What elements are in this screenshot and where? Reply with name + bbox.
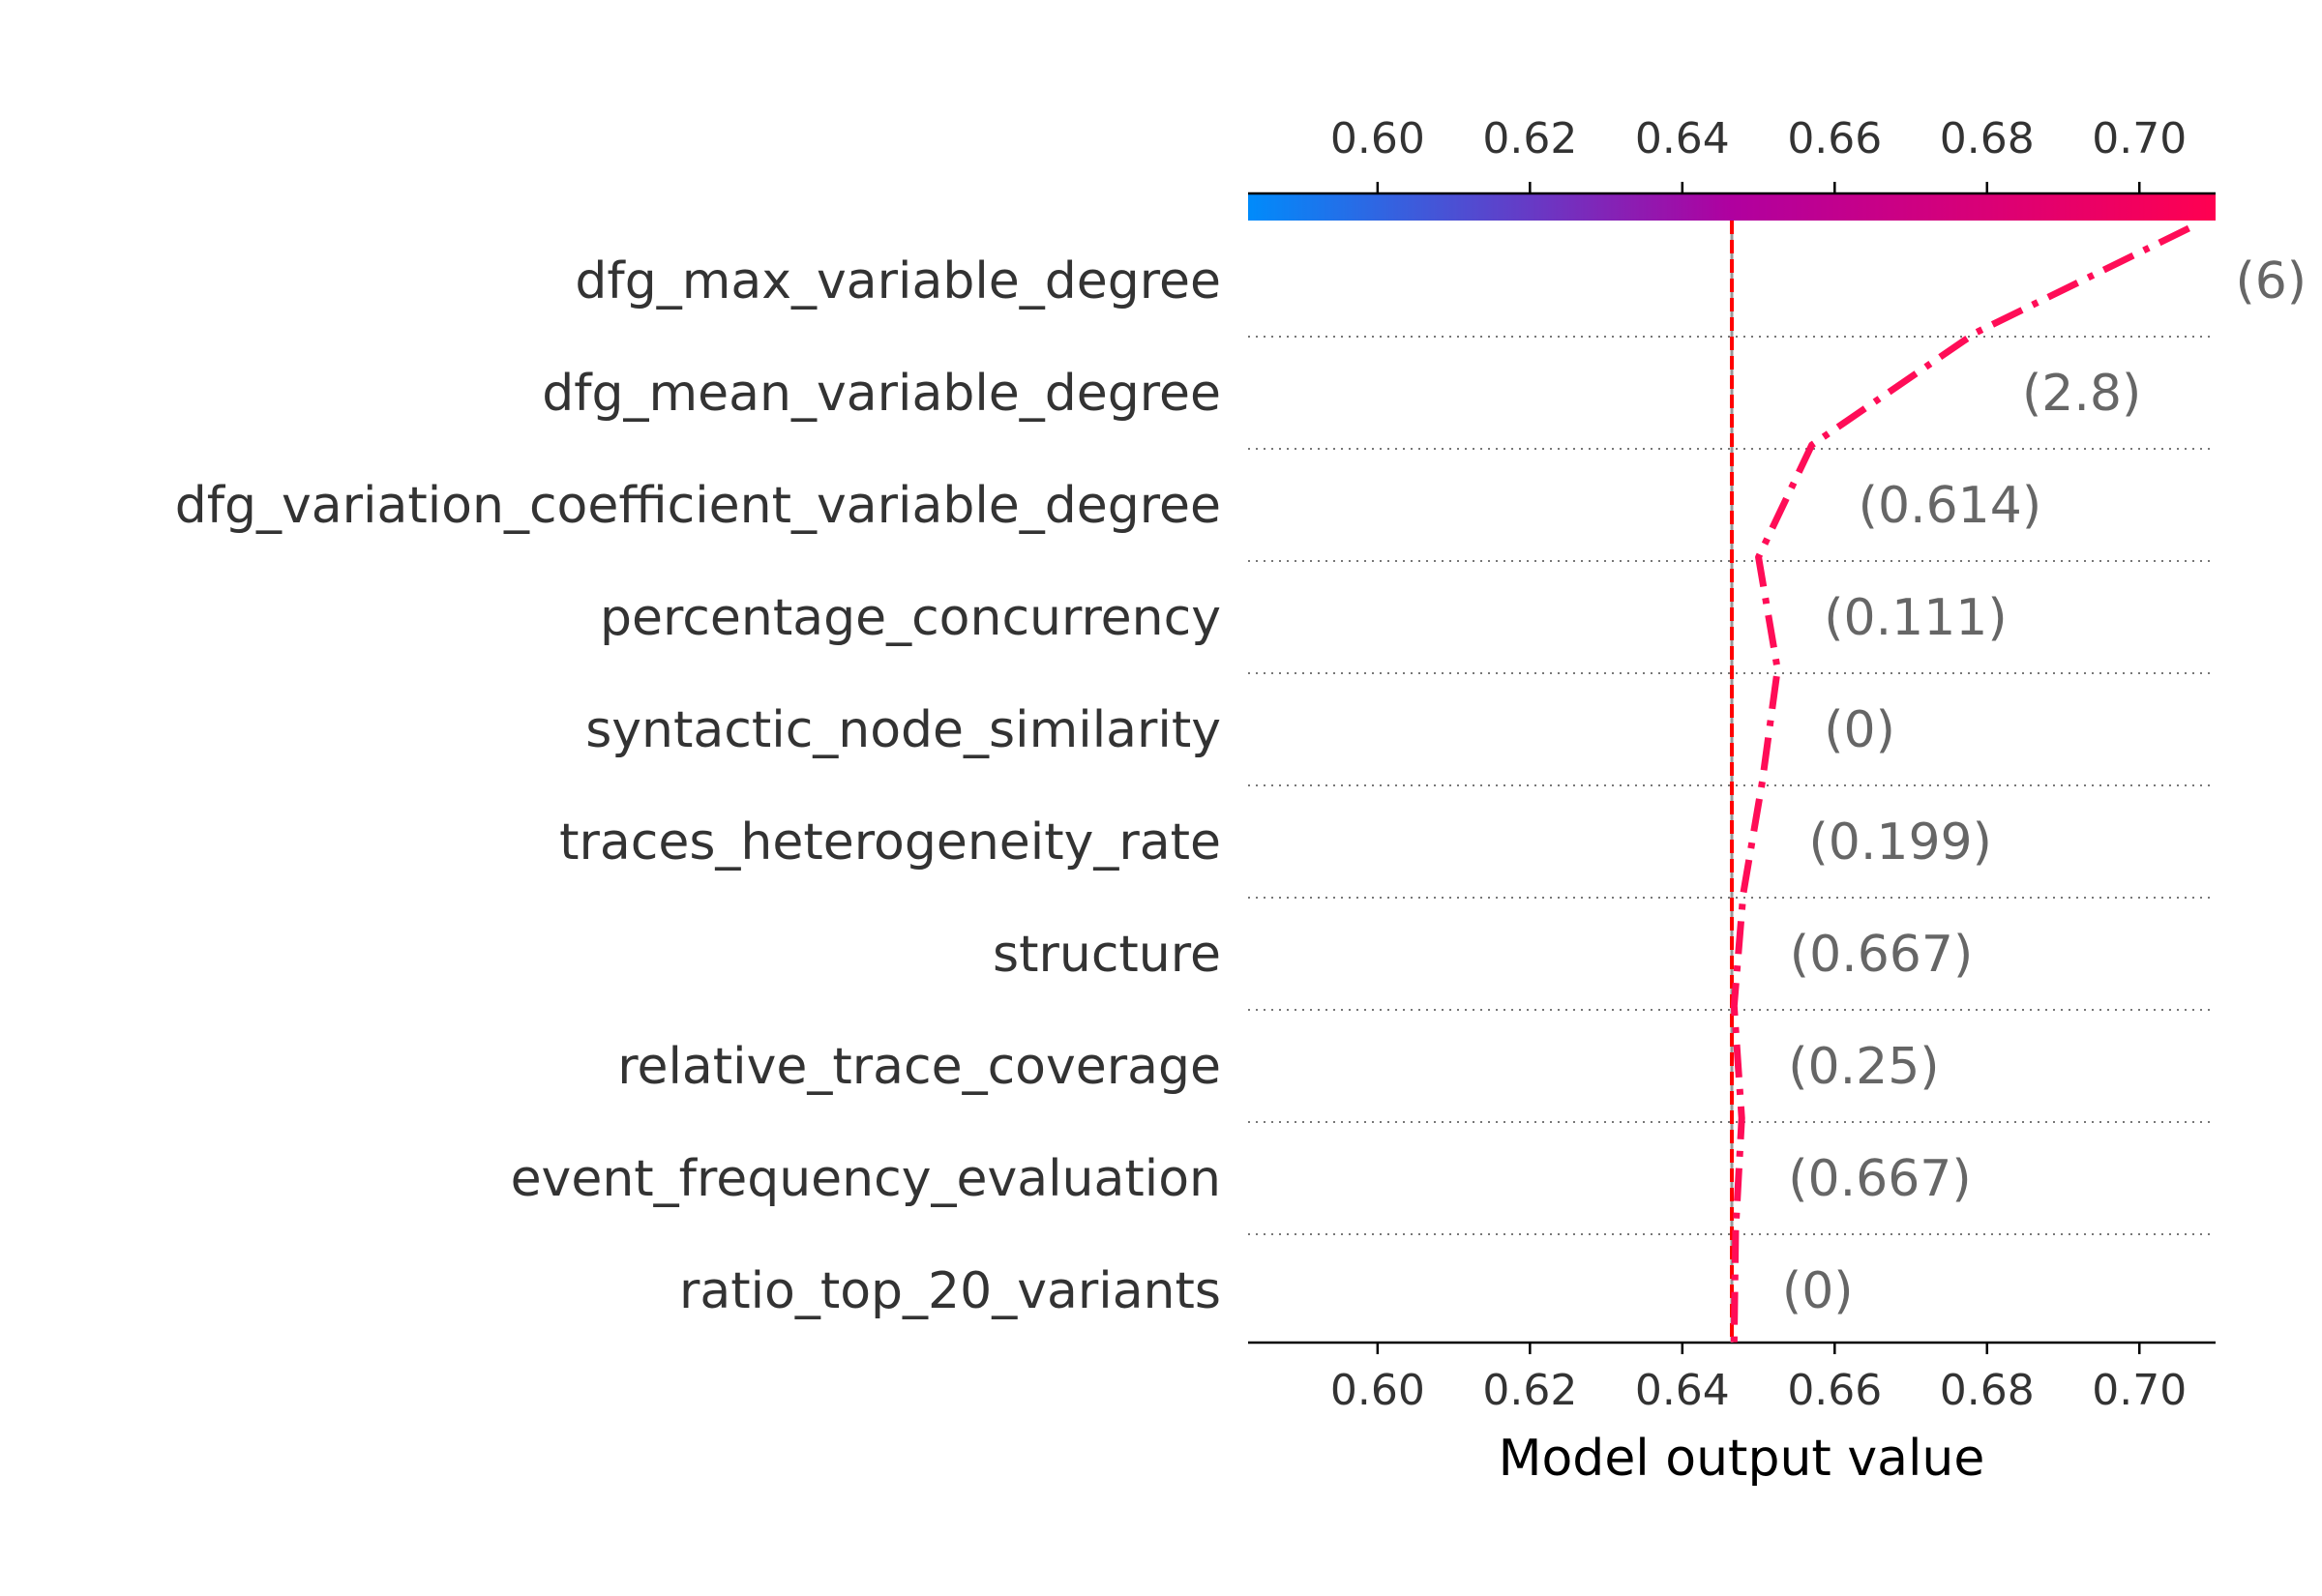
x-axis-title: Model output value xyxy=(1499,1430,1985,1488)
top-tick-label: 0.62 xyxy=(1482,114,1577,163)
feature-label: structure xyxy=(993,926,1221,984)
feature-value-label: (6) xyxy=(2235,252,2307,310)
feature-label: event_frequency_evaluation xyxy=(511,1150,1221,1208)
feature-label: syntactic_node_similarity xyxy=(585,701,1221,759)
feature-label: ratio_top_20_variants xyxy=(679,1262,1221,1320)
bottom-tick-label: 0.70 xyxy=(2092,1366,2187,1415)
feature-label: percentage_concurrency xyxy=(600,589,1221,647)
feature-label: dfg_max_variable_degree xyxy=(575,252,1221,310)
feature-label: relative_trace_coverage xyxy=(617,1038,1221,1096)
feature-value-labels: (6) (2.8) (0.614) (0.111) (0) (0.199) (0.667) (… xyxy=(1782,252,2307,1320)
top-tick-label: 0.70 xyxy=(2092,114,2187,163)
row-gridlines xyxy=(1248,336,2216,1235)
top-axis-ticks: 0.60 0.62 0.64 0.66 0.68 0.70 xyxy=(1330,114,2187,193)
feature-label: dfg_mean_variable_degree xyxy=(542,365,1221,423)
top-tick-label: 0.64 xyxy=(1635,114,1730,163)
feature-label: traces_heterogeneity_rate xyxy=(559,813,1221,872)
feature-value-label: (2.8) xyxy=(2022,365,2141,423)
bottom-tick-label: 0.66 xyxy=(1787,1366,1882,1415)
top-tick-label: 0.68 xyxy=(1940,114,2035,163)
bottom-tick-label: 0.60 xyxy=(1330,1366,1425,1415)
bottom-axis-ticks: 0.60 0.62 0.64 0.66 0.68 0.70 xyxy=(1330,1343,2187,1415)
top-tick-label: 0.60 xyxy=(1330,114,1425,163)
feature-value-label: (0) xyxy=(1824,701,1895,759)
feature-value-label: (0.111) xyxy=(1824,589,2007,647)
feature-value-label: (0.614) xyxy=(1859,477,2041,535)
feature-value-label: (0.199) xyxy=(1808,813,1991,872)
top-tick-label: 0.66 xyxy=(1787,114,1882,163)
bottom-tick-label: 0.62 xyxy=(1482,1366,1577,1415)
feature-label: dfg_variation_coefficient_variable_degre… xyxy=(175,477,1221,535)
colorbar xyxy=(1248,193,2216,221)
feature-labels: dfg_max_variable_degree dfg_mean_variable… xyxy=(175,252,1221,1320)
bottom-tick-label: 0.64 xyxy=(1635,1366,1730,1415)
bottom-tick-label: 0.68 xyxy=(1940,1366,2035,1415)
feature-value-label: (0.667) xyxy=(1788,1150,1971,1208)
feature-value-label: (0.667) xyxy=(1790,926,1973,984)
decision-path-series xyxy=(1730,224,2190,1344)
feature-value-label: (0.25) xyxy=(1788,1038,1939,1096)
feature-value-label: (0) xyxy=(1782,1262,1854,1320)
